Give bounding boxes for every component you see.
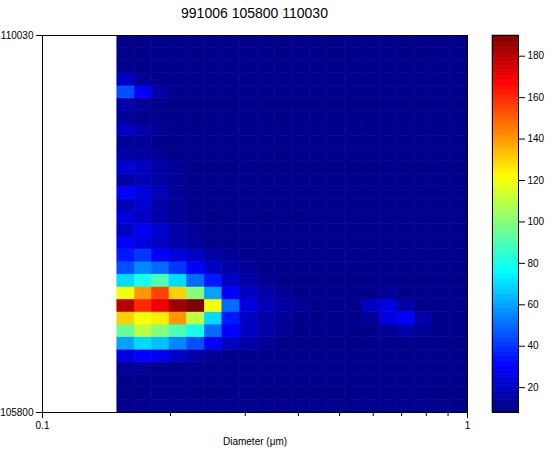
- svg-text:140: 140: [528, 133, 545, 144]
- svg-text:20: 20: [528, 382, 540, 393]
- svg-text:180: 180: [528, 50, 545, 61]
- svg-text:160: 160: [528, 92, 545, 103]
- svg-text:110030: 110030: [1, 30, 34, 41]
- svg-text:105800: 105800: [0, 407, 34, 418]
- svg-text:60: 60: [528, 299, 540, 310]
- svg-text:120: 120: [528, 175, 545, 186]
- svg-text:40: 40: [528, 340, 540, 351]
- svg-text:1: 1: [465, 420, 471, 431]
- svg-text:100: 100: [528, 216, 545, 227]
- svg-text:0.1: 0.1: [36, 420, 50, 431]
- html-text:991006 105800 110030: 991006 105800 110030: [181, 5, 328, 21]
- svg-text:Diameter (μm): Diameter (μm): [223, 436, 287, 447]
- svg-text:80: 80: [528, 258, 540, 269]
